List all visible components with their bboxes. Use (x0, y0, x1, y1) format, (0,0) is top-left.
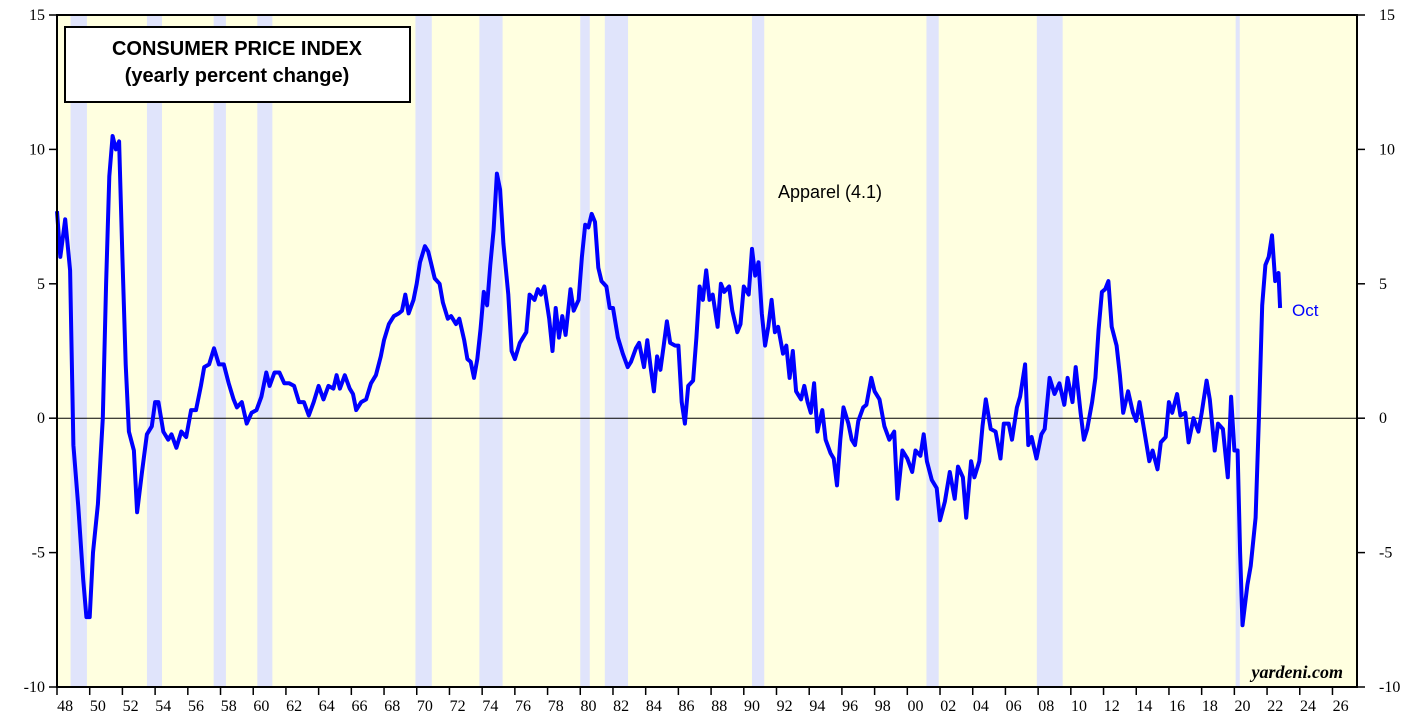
plot-background (57, 15, 1357, 687)
x-tick-label: 82 (613, 698, 629, 715)
title-box: CONSUMER PRICE INDEX (yearly percent cha… (64, 26, 411, 103)
recession-band (213, 15, 226, 687)
x-tick-label: 52 (123, 698, 139, 715)
x-tick-label: 86 (679, 698, 695, 715)
x-tick-label: 60 (253, 698, 269, 715)
y-tick-label: -10 (24, 679, 45, 696)
title-frame (64, 26, 411, 103)
x-tick-label: 06 (1006, 698, 1022, 715)
series-annotation: Apparel (4.1) (778, 182, 882, 202)
x-tick-label: 84 (646, 698, 662, 715)
chart-subtitle: (yearly percent change) (125, 65, 350, 87)
x-tick-label: 62 (286, 698, 302, 715)
x-tick-label: 90 (744, 698, 760, 715)
y-tick-label: 10 (29, 141, 45, 158)
x-tick-label: 00 (907, 698, 923, 715)
x-tick-label: 70 (417, 698, 433, 715)
x-tick-label: 22 (1267, 698, 1283, 715)
x-tick-label: 74 (482, 698, 498, 715)
source: yardeni.com (1250, 662, 1344, 682)
y2-tick-label: 15 (1379, 7, 1395, 24)
x-tick-label: 94 (809, 698, 825, 715)
recession-band (257, 15, 273, 687)
x-tick-label: 56 (188, 698, 204, 715)
recession-band (604, 15, 629, 687)
x-tick-label: 68 (384, 698, 400, 715)
recession-band (580, 15, 590, 687)
recession-band (1036, 15, 1063, 687)
x-tick-label: 12 (1104, 698, 1120, 715)
recession-band (479, 15, 503, 687)
x-tick-label: 08 (1038, 698, 1054, 715)
y2-tick-label: 5 (1379, 276, 1387, 293)
y-tick-label: -5 (32, 545, 45, 562)
x-tick-label: 88 (711, 698, 727, 715)
x-tick-label: 72 (450, 698, 466, 715)
x-tick-label: 24 (1300, 698, 1316, 715)
x-tick-label: 18 (1202, 698, 1218, 715)
recession-band (751, 15, 765, 687)
recession-band (70, 15, 87, 687)
y2-tick-label: -10 (1379, 679, 1400, 696)
y2-tick-label: 10 (1379, 141, 1395, 158)
y-tick-label: 15 (29, 7, 45, 24)
x-tick-label: 58 (221, 698, 237, 715)
x-tick-label: 78 (548, 698, 564, 715)
chart-title: CONSUMER PRICE INDEX (112, 38, 363, 60)
y-tick-label: 0 (37, 410, 45, 427)
x-tick-label: 16 (1169, 698, 1185, 715)
y2-tick-label: 0 (1379, 410, 1387, 427)
plot-frame (56, 14, 1358, 688)
x-tick-label: 54 (155, 698, 171, 715)
y-tick-label: 5 (37, 276, 45, 293)
x-tick-label: 26 (1333, 698, 1349, 715)
x-tick-label: 76 (515, 698, 531, 715)
recession-band (415, 15, 432, 687)
x-tick-label: 02 (940, 698, 956, 715)
recession-band (146, 15, 162, 687)
end-label: Oct (1292, 301, 1319, 320)
x-tick-label: 20 (1235, 698, 1251, 715)
x-tick-label: 10 (1071, 698, 1087, 715)
x-tick-label: 14 (1136, 698, 1152, 715)
recession-band (926, 15, 939, 687)
x-tick-label: 92 (777, 698, 793, 715)
x-tick-label: 80 (580, 698, 596, 715)
x-tick-label: 48 (57, 698, 73, 715)
series-line (55, 134, 1283, 628)
x-tick-label: 96 (842, 698, 858, 715)
x-tick-label: 04 (973, 698, 989, 715)
x-tick-label: 50 (90, 698, 106, 715)
y2-tick-label: -5 (1379, 545, 1392, 562)
x-tick-label: 66 (352, 698, 368, 715)
recession-band (1235, 15, 1240, 687)
x-tick-label: 64 (319, 698, 335, 715)
x-tick-label: 98 (875, 698, 891, 715)
